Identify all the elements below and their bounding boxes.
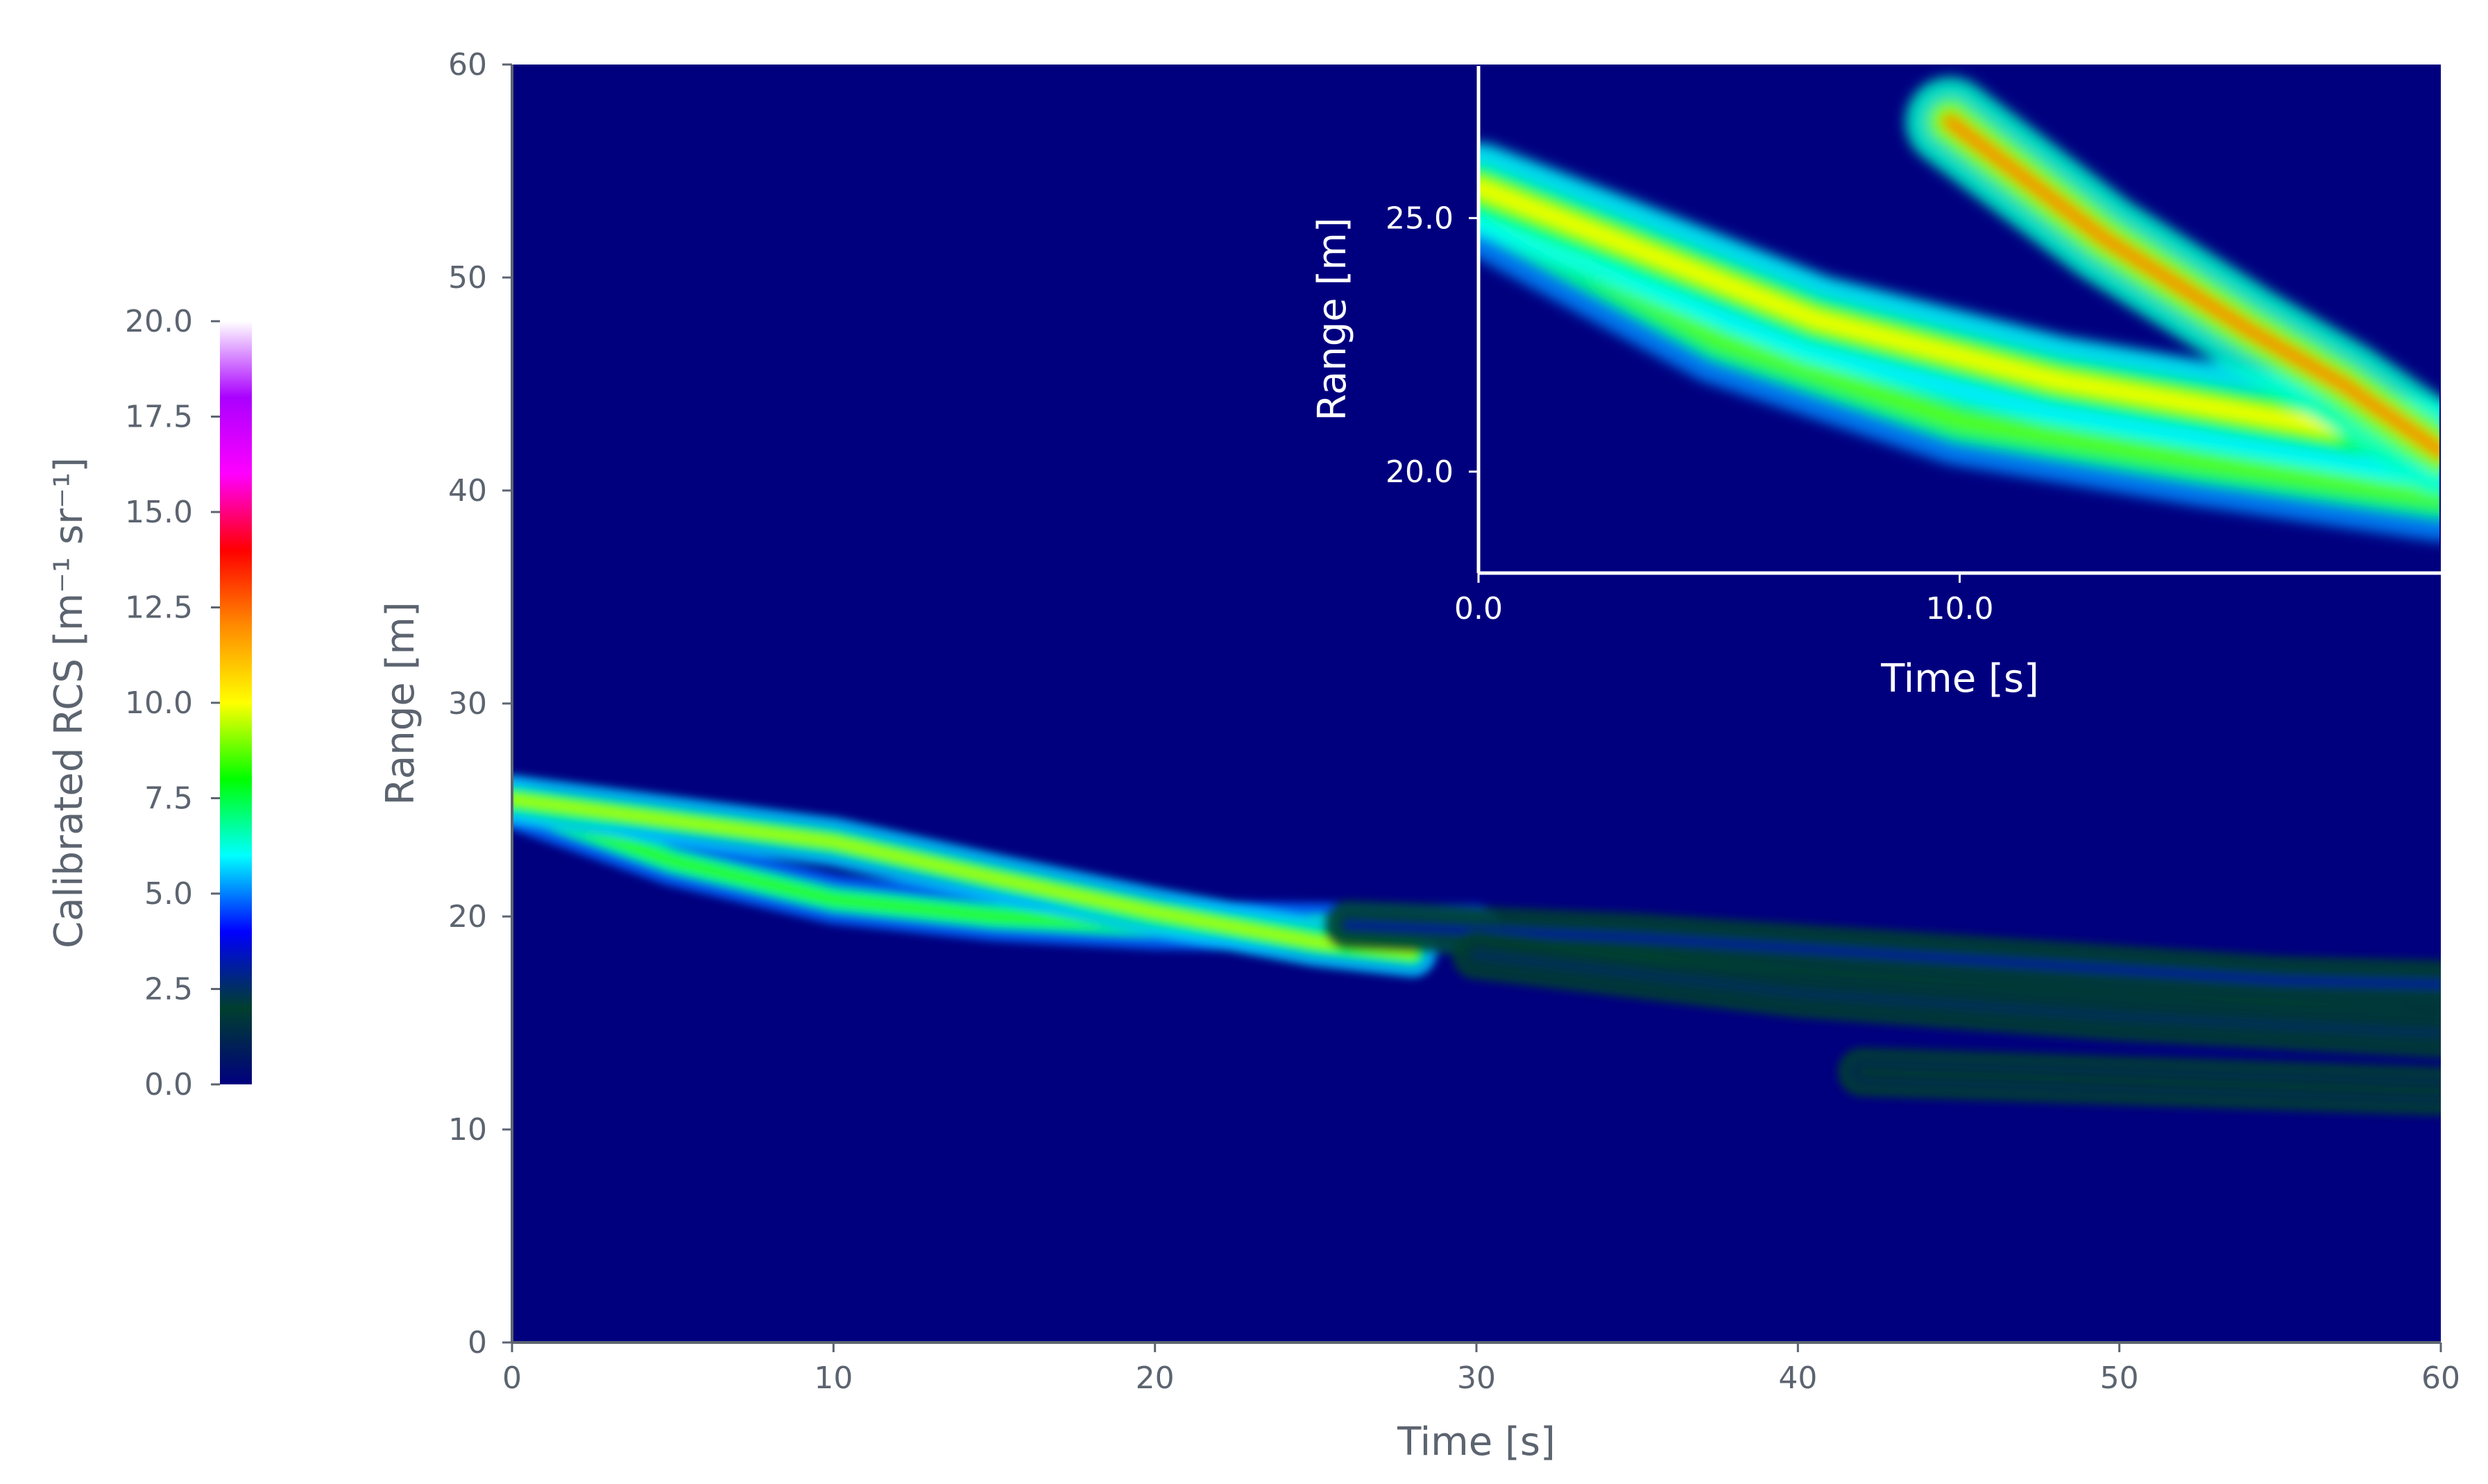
x-tick-label: 0 [502, 1361, 522, 1396]
y-tick-label: 20 [448, 899, 487, 935]
main-y-axis-title: Range [m] [378, 602, 423, 805]
inset-plume-2-core [1479, 179, 2439, 455]
colorbar-label: Calibrated RCS [m⁻¹ sr⁻¹] [46, 457, 92, 948]
y-tick-label: 60 [448, 47, 487, 83]
x-tick-label: 60 [2421, 1361, 2460, 1396]
colorbar-tick-label: 12.5 [125, 590, 193, 626]
colorbar-ticks: 0.0 2.5 5.0 7.5 10.0 12.5 15.0 17.5 20.0 [125, 304, 220, 1102]
colorbar-tick-label: 15.0 [125, 495, 193, 530]
x-tick-label: 10 [814, 1361, 853, 1396]
y-tick-label: 25.0 [1386, 201, 1454, 236]
y-tick-label: 10 [448, 1112, 487, 1148]
y-tick-label: 0 [468, 1325, 487, 1361]
inset-x-axis-title: Time [s] [1880, 656, 2039, 701]
inset-x-ticks: 0.0 10.0 [1454, 573, 1993, 626]
x-tick-label: 40 [1778, 1361, 1817, 1396]
colorbar-gradient [220, 321, 252, 1084]
colorbar-tick-label: 0.0 [144, 1067, 193, 1102]
main-plumes [512, 775, 2441, 1116]
inset-heatmap: 0.0 10.0 20.0 25.0 Time [s] Range [m] [1310, 66, 2441, 701]
main-x-axis-title: Time [s] [1397, 1419, 1556, 1465]
y-tick-label: 50 [448, 260, 487, 296]
x-tick-label: 0.0 [1454, 591, 1503, 626]
inset-plume-3-core [1941, 113, 2439, 460]
main-y-ticks: 0 10 20 30 40 50 60 [448, 47, 512, 1361]
main-x-ticks: 0 10 20 30 40 50 60 [502, 1342, 2460, 1396]
inset-plumes [1479, 77, 2439, 542]
x-tick-label: 20 [1136, 1361, 1175, 1396]
inset-y-ticks: 20.0 25.0 [1386, 201, 1479, 490]
plume-3-core [1343, 920, 2441, 989]
inset-y-axis-title: Range [m] [1310, 217, 1355, 421]
y-tick-label: 40 [448, 473, 487, 509]
colorbar-tick-label: 10.0 [125, 685, 193, 721]
colorbar-tick-label: 7.5 [144, 781, 193, 817]
colorbar-tick-label: 20.0 [125, 304, 193, 339]
x-tick-label: 10.0 [1926, 591, 1994, 626]
plume-2-core [512, 794, 1417, 957]
colorbar-tick-label: 2.5 [144, 972, 193, 1007]
colorbar-tick-label: 5.0 [144, 876, 193, 912]
colorbar-tick-label: 17.5 [125, 400, 193, 435]
y-tick-label: 20.0 [1386, 454, 1454, 490]
x-tick-label: 30 [1457, 1361, 1496, 1396]
plume-5-core [1857, 1067, 2441, 1096]
plume-4-core [1472, 950, 2441, 1039]
colorbar: 0.0 2.5 5.0 7.5 10.0 12.5 15.0 17.5 20.0 Calibra… [46, 304, 252, 1102]
y-tick-label: 30 [448, 686, 487, 722]
x-tick-label: 50 [2100, 1361, 2139, 1396]
